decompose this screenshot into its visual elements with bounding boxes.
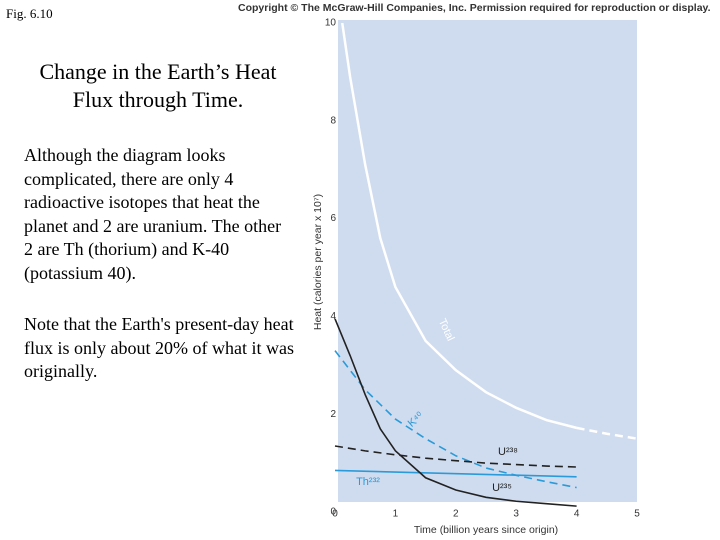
y-tick-label: 0 <box>330 507 336 518</box>
x-tick-label: 0 <box>332 509 338 520</box>
paragraph: Although the diagram looks complicated, … <box>24 145 282 283</box>
copyright: Copyright © The McGraw-Hill Companies, I… <box>238 2 711 14</box>
series-label: U²³⁸ <box>498 446 518 458</box>
y-axis-label: Heat (calories per year x 10⁷) <box>312 194 324 330</box>
x-tick-label: 5 <box>634 509 640 520</box>
series-line <box>576 426 638 440</box>
x-axis-label: Time (billion years since origin) <box>414 524 558 536</box>
x-tick-label: 3 <box>513 509 519 520</box>
series-label: U²³⁵ <box>492 482 512 494</box>
series-line <box>334 445 577 468</box>
y-tick-label: 8 <box>330 115 336 126</box>
heading: Change in the Earth’s Heat Flux through … <box>39 59 277 112</box>
x-tick-label: 4 <box>574 509 580 520</box>
series-line <box>334 318 577 507</box>
y-tick-label: 6 <box>330 213 336 224</box>
figure-label: Fig. 6.10 <box>6 6 53 21</box>
paragraph: Note that the Earth's present-day heat f… <box>24 314 294 381</box>
series-line <box>341 22 577 430</box>
series-line <box>334 469 577 478</box>
y-tick-label: 2 <box>330 409 336 420</box>
series-line <box>334 350 577 489</box>
series-label: Th²³² <box>356 476 380 488</box>
x-tick-label: 1 <box>393 509 399 520</box>
x-tick-label: 2 <box>453 509 459 520</box>
y-tick-label: 4 <box>330 311 336 322</box>
y-tick-label: 10 <box>325 18 337 29</box>
